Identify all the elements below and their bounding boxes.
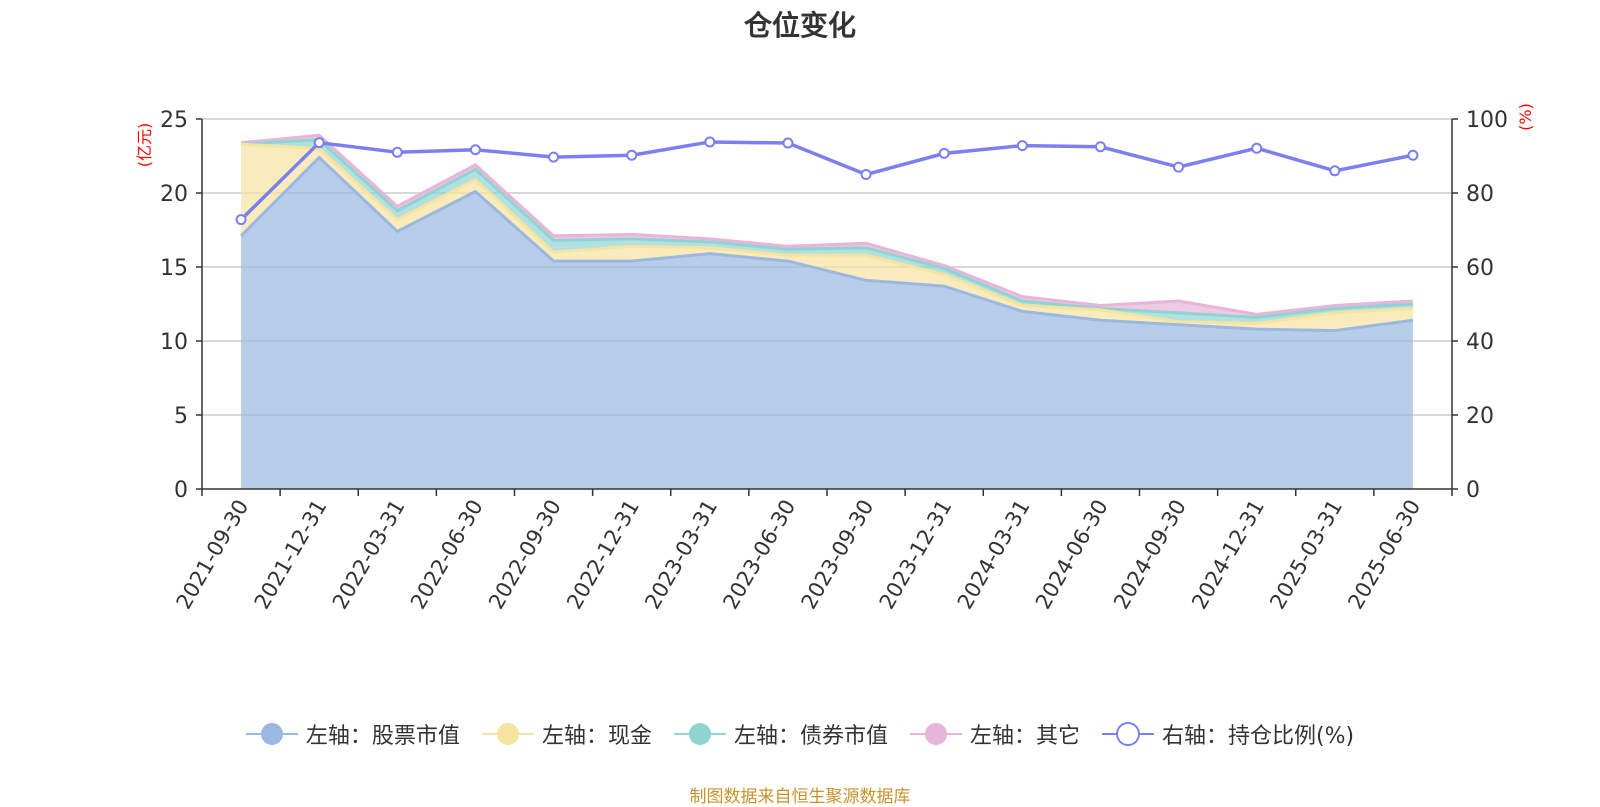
x-axis-tick-label: 2024-12-31 (1187, 496, 1269, 614)
left-axis-tick-label: 5 (174, 404, 188, 429)
area-line-2 (240, 142, 1414, 325)
ratio-point (704, 136, 716, 148)
chart-legend: 左轴：股票市值 左轴：现金 左轴：债券市值 左轴：其它 右轴：持仓比例(%) (0, 718, 1600, 750)
x-axis-tick-label: 2024-06-30 (1031, 496, 1113, 614)
legend-label: 右轴：持仓比例(%) (1161, 724, 1355, 749)
legend-label: 左轴：债券市值 (733, 724, 888, 749)
right-axis-tick-label: 80 (1466, 182, 1494, 207)
legend-label: 左轴：现金 (541, 724, 652, 749)
legend-item[interactable]: 左轴：债券市值 (673, 718, 888, 750)
area-1 (241, 157, 1413, 490)
legend-item[interactable]: 右轴：持仓比例(%) (1101, 718, 1355, 750)
x-axis-tick-label: 2023-03-31 (640, 496, 722, 614)
x-axis-tick-label: 2024-09-30 (1109, 496, 1191, 614)
ratio-point (782, 137, 794, 149)
left-axis-tick-label: 25 (160, 108, 188, 133)
chart-title: 仓位变化 (743, 9, 856, 42)
right-axis-tick-label: 0 (1466, 478, 1480, 503)
x-axis-tick-label: 2022-09-30 (484, 496, 566, 614)
left-axis-tick-label: 20 (160, 182, 188, 207)
legend-label: 左轴：股票市值 (305, 724, 460, 749)
ratio-point (1173, 161, 1185, 173)
ratio-point (1094, 141, 1106, 153)
ratio-point (235, 214, 247, 226)
legend-marker-icon (673, 723, 726, 745)
x-axis-tick-label: 2022-03-31 (328, 496, 410, 614)
ratio-point (938, 147, 950, 159)
area-line-4 (240, 133, 1414, 316)
legend-marker-icon (245, 723, 298, 745)
ratio-point (860, 169, 872, 180)
right-axis-tick-label: 40 (1466, 330, 1494, 355)
right-axis-tick-label: 60 (1466, 256, 1494, 281)
ratio-point (469, 144, 481, 156)
ratio-point (1407, 149, 1419, 161)
x-axis-tick-label: 2023-09-30 (797, 496, 879, 614)
right-axis-tick-label: 100 (1466, 108, 1508, 133)
left-axis-tick-label: 15 (160, 256, 188, 281)
x-axis-tick-label: 2023-12-31 (875, 496, 957, 614)
x-axis-tick-label: 2023-06-30 (718, 496, 800, 614)
ratio-line (239, 140, 1414, 221)
ratio-point (1329, 165, 1341, 177)
ratio-point (313, 137, 325, 149)
legend-item[interactable]: 左轴：其它 (909, 718, 1080, 750)
area-line-3 (240, 138, 1414, 319)
right-axis-tick-label: 20 (1466, 404, 1494, 429)
left-axis-tick-label: 0 (174, 478, 188, 503)
area-line-1 (240, 155, 1414, 333)
ratio-point (548, 151, 560, 163)
ratio-point (626, 149, 638, 161)
ratio-point (1016, 140, 1028, 152)
legend-marker-icon (481, 723, 534, 745)
legend-marker-icon (909, 723, 962, 745)
x-axis-tick-label: 2022-12-31 (562, 496, 644, 614)
right-axis-unit: (%) (1516, 103, 1535, 131)
data-source-note: 制图数据来自恒生聚源数据库 (689, 787, 911, 807)
x-axis-tick-label: 2024-03-31 (953, 496, 1035, 614)
x-axis-tick-label: 2025-06-30 (1343, 496, 1425, 614)
left-axis-unit: (亿元) (135, 123, 154, 168)
left-axis-tick-label: 10 (160, 330, 188, 355)
chart-canvas: 0510152025020406080100(亿元)(%)2021-09-302… (135, 103, 1535, 614)
x-axis-tick-label: 2021-12-31 (250, 496, 332, 614)
legend-label: 左轴：其它 (969, 724, 1080, 749)
x-axis-tick-label: 2022-06-30 (406, 496, 488, 614)
x-axis-tick-label: 2021-09-30 (172, 496, 254, 614)
x-axis-tick-label: 2025-03-31 (1265, 496, 1347, 614)
ratio-point (391, 146, 403, 158)
ratio-point (1251, 142, 1263, 154)
legend-item[interactable]: 左轴：股票市值 (245, 718, 460, 750)
legend-marker-icon (1101, 722, 1154, 746)
legend-item[interactable]: 左轴：现金 (481, 718, 652, 750)
